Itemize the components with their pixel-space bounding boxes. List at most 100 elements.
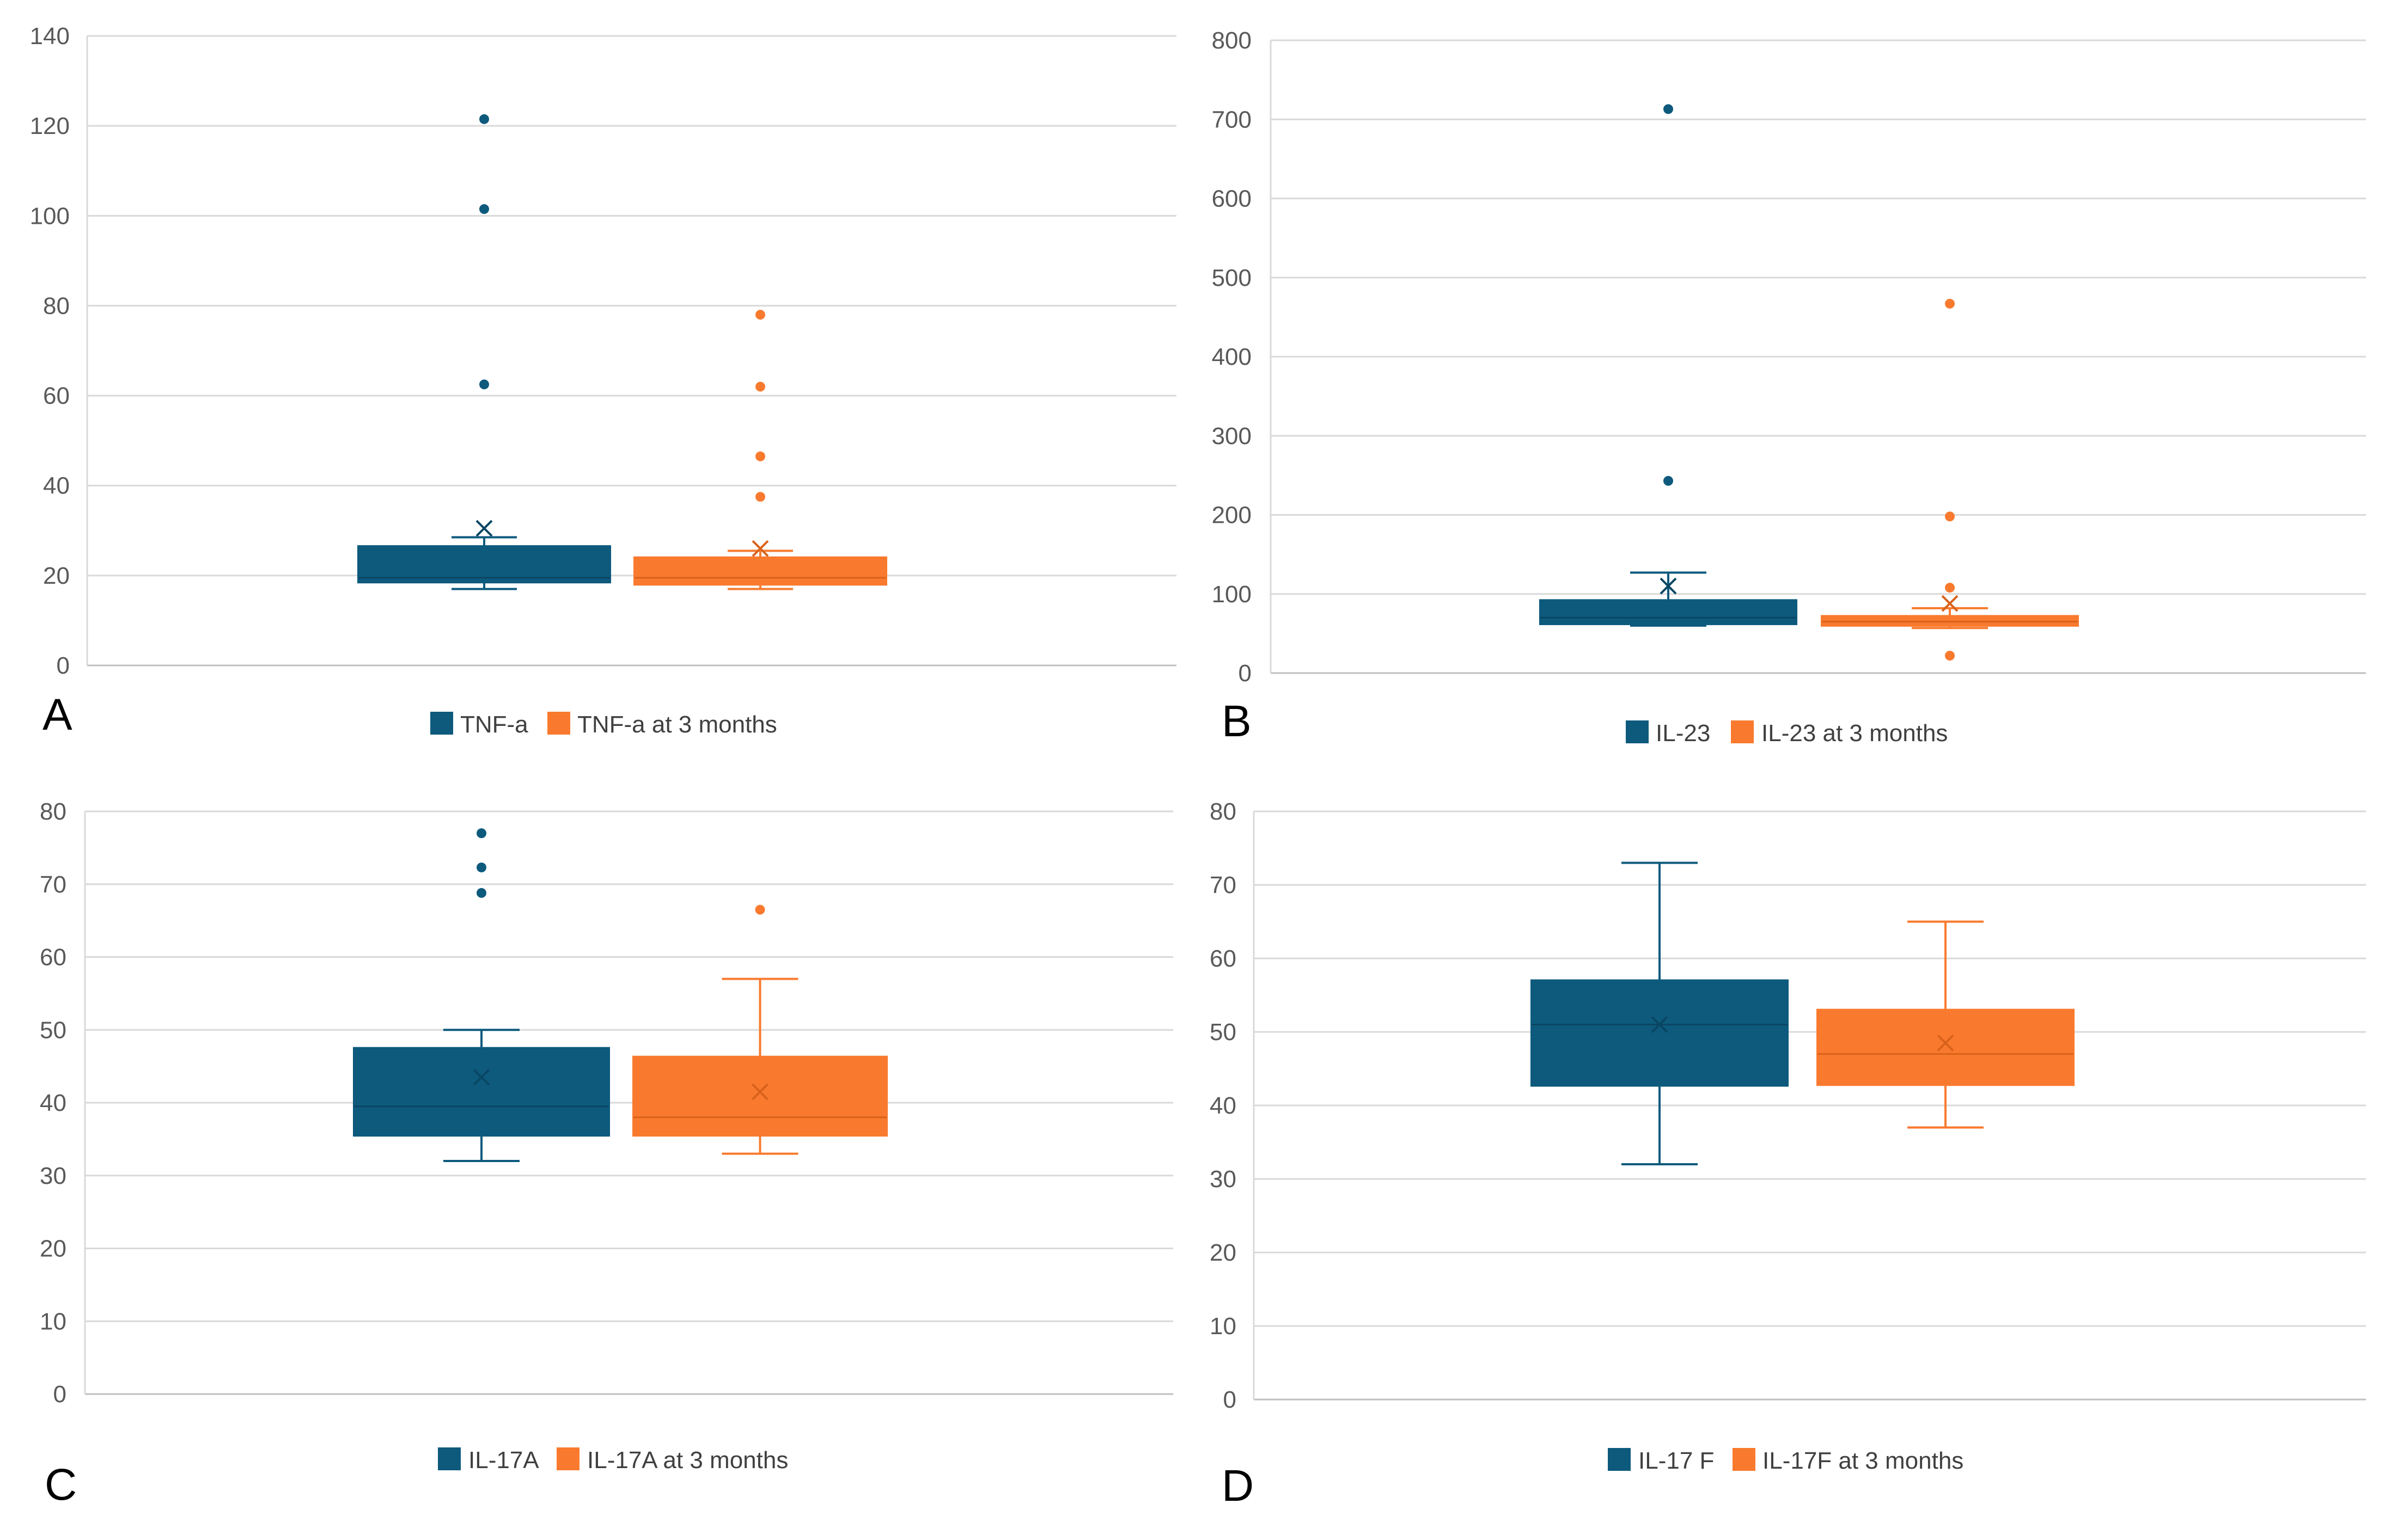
outlier-point: [1663, 104, 1673, 114]
y-tick-label: 80: [43, 292, 70, 319]
outlier-point: [1945, 511, 1955, 522]
panel-d-legend: IL-17 F IL-17F at 3 months: [1608, 1447, 1963, 1474]
outlier-point: [479, 204, 489, 214]
outlier-point: [479, 114, 489, 124]
legend-label-series2: IL-17F at 3 months: [1762, 1447, 1963, 1474]
y-tick-label: 100: [1212, 581, 1252, 608]
iqr-box: [353, 1047, 610, 1137]
panel-letter: D: [1222, 1461, 1254, 1511]
y-tick-label: 200: [1212, 502, 1252, 529]
y-tick-label: 40: [43, 473, 70, 499]
outlier-point: [1945, 651, 1955, 661]
y-tick-label: 40: [40, 1090, 66, 1116]
y-tick-label: 80: [40, 798, 66, 825]
y-tick-label: 20: [43, 563, 70, 589]
y-tick-label: 60: [1210, 945, 1236, 972]
panel-a-grid: [86, 35, 1176, 667]
outlier-point: [477, 888, 486, 898]
y-tick-label: 600: [1212, 186, 1252, 212]
iqr-box: [1530, 979, 1789, 1087]
panel-b-grid: [1270, 39, 2366, 674]
box-series-2: [632, 905, 888, 1155]
y-tick-label: 0: [53, 1381, 66, 1408]
y-tick-label: 10: [1210, 1313, 1236, 1340]
mean-marker: [475, 520, 493, 537]
mean-marker: [752, 1083, 768, 1101]
outlier-point: [755, 382, 765, 392]
box-series-1: [1539, 104, 1797, 627]
y-tick-label: 40: [1210, 1092, 1236, 1119]
y-tick-label: 60: [43, 383, 70, 410]
iqr-box: [632, 1055, 888, 1137]
y-tick-label: 140: [30, 23, 70, 50]
mean-marker-stroke: [1651, 1016, 1668, 1033]
y-tick-label: 400: [1212, 344, 1252, 370]
legend-label-series2: IL-23 at 3 months: [1761, 720, 1948, 747]
box-series-1: [353, 828, 610, 1162]
legend-swatch-series2: [557, 1447, 580, 1470]
y-tick-label: 50: [40, 1017, 66, 1043]
outlier-point: [755, 492, 765, 502]
mean-marker-stroke: [1937, 1034, 1954, 1052]
outlier-point: [1945, 583, 1955, 593]
y-tick-label: 120: [30, 113, 70, 139]
y-tick-label: 70: [40, 871, 66, 898]
y-tick-label: 60: [40, 944, 66, 971]
panel-c-grid: [84, 810, 1173, 1395]
legend-swatch-series1: [1626, 720, 1649, 743]
outlier-point: [479, 379, 489, 389]
legend-label-series2: TNF-a at 3 months: [577, 711, 777, 738]
mean-marker: [473, 1068, 490, 1086]
y-tick-label: 30: [1210, 1166, 1236, 1193]
mean-marker-stroke: [475, 520, 493, 537]
panel-d-boxes: [1530, 861, 2075, 1165]
mean-marker: [1937, 1034, 1954, 1052]
box-series-1: [1530, 861, 1789, 1165]
legend-swatch-series2: [547, 712, 570, 735]
box-series-1: [357, 114, 611, 590]
legend-label-series1: TNF-a: [460, 711, 528, 738]
mean-marker-stroke: [1941, 595, 1959, 612]
y-tick-label: 0: [57, 652, 70, 679]
outlier-point: [755, 309, 765, 320]
y-tick-label: 70: [1210, 872, 1236, 899]
panel-b: 0 100 200 300 400 500 600 700 800 IL-23 IL-23 at…: [1212, 27, 2366, 747]
legend-swatch-series1: [438, 1447, 461, 1470]
legend-swatch-series1: [1608, 1448, 1631, 1471]
outlier-point: [1663, 476, 1673, 486]
y-tick-label: 800: [1212, 27, 1252, 54]
box-series-2: [1816, 920, 2075, 1129]
mean-marker-stroke: [752, 1083, 768, 1101]
y-tick-label: 50: [1210, 1019, 1236, 1046]
panel-d-yaxis: 0 10 20 30 40 50 60 70 80: [1210, 798, 1236, 1413]
panel-b-boxes: [1539, 104, 2079, 661]
panel-a-legend: TNF-a TNF-a at 3 months: [430, 711, 777, 738]
panel-letter: B: [1222, 696, 1252, 746]
panel-c-legend: IL-17A IL-17A at 3 months: [438, 1447, 788, 1474]
panel-b-yaxis: 0 100 200 300 400 500 600 700 800: [1212, 27, 1252, 687]
mean-marker-stroke: [1660, 577, 1677, 595]
outlier-point: [755, 905, 765, 915]
panel-b-legend: IL-23 IL-23 at 3 months: [1626, 720, 1948, 747]
y-tick-label: 20: [1210, 1239, 1236, 1266]
outlier-point: [477, 862, 486, 872]
legend-swatch-series1: [430, 712, 453, 735]
mean-marker: [752, 540, 769, 557]
legend-label-series2: IL-17A at 3 months: [587, 1447, 788, 1474]
panel-letter: A: [42, 690, 72, 740]
panel-c: 0 10 20 30 40 50 60 70 80 IL-17A IL-17A at 3 mon…: [40, 798, 1173, 1510]
outlier-point: [755, 451, 765, 462]
iqr-box: [1539, 599, 1797, 625]
panel-letter: C: [45, 1460, 77, 1510]
legend-swatch-series2: [1731, 720, 1754, 743]
mean-marker: [1651, 1016, 1668, 1033]
y-tick-label: 100: [30, 203, 70, 229]
legend-label-series1: IL-17A: [468, 1447, 539, 1474]
legend-label-series1: IL-17 F: [1638, 1447, 1714, 1474]
iqr-box: [633, 556, 887, 586]
mean-marker: [1941, 595, 1959, 612]
y-tick-label: 500: [1212, 265, 1252, 291]
iqr-box: [357, 545, 611, 584]
y-tick-label: 0: [1239, 660, 1252, 687]
